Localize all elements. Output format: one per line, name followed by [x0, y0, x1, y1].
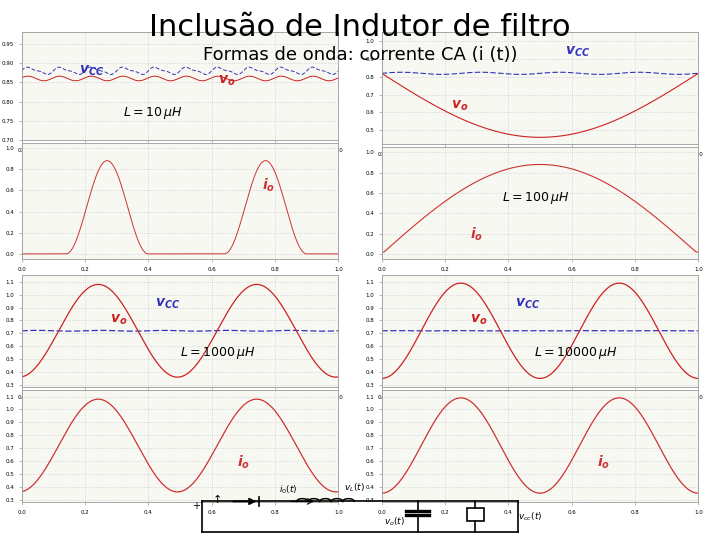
Text: $\bfit{v}_{CC}$: $\bfit{v}_{CC}$: [565, 45, 590, 59]
Text: $\bfit{v}_{CC}$: $\bfit{v}_{CC}$: [515, 297, 540, 311]
Text: $v_{cc}(t)$: $v_{cc}(t)$: [518, 511, 543, 523]
Text: $L=10000\,\mu H$: $L=10000\,\mu H$: [534, 345, 617, 361]
Text: $\bfit{v}_{CC}$: $\bfit{v}_{CC}$: [78, 63, 104, 78]
Text: $\bfit{i}_o$: $\bfit{i}_o$: [597, 454, 611, 471]
Text: $L=1000\,\mu H$: $L=1000\,\mu H$: [180, 345, 255, 361]
Text: +: +: [192, 501, 200, 511]
Text: $i_0(t)$: $i_0(t)$: [279, 483, 297, 496]
Text: $\bfit{v}_o$: $\bfit{v}_o$: [110, 313, 128, 327]
Text: $L=10\,\mu H$: $L=10\,\mu H$: [123, 105, 182, 122]
Text: $\bfit{v}_o$: $\bfit{v}_o$: [470, 313, 488, 327]
Text: $\bfit{i}_o$: $\bfit{i}_o$: [262, 176, 276, 194]
Text: $L=100\,\mu H$: $L=100\,\mu H$: [502, 190, 570, 206]
Text: Formas de onda: corrente CA (i (t)): Formas de onda: corrente CA (i (t)): [203, 46, 517, 64]
Text: $\bfit{v}_{CC}$: $\bfit{v}_{CC}$: [155, 297, 180, 311]
Text: $v_L(t)$: $v_L(t)$: [344, 481, 364, 494]
Text: $\bfit{i}_o$: $\bfit{i}_o$: [237, 454, 251, 471]
Bar: [467, 508, 484, 522]
Text: $\uparrow$: $\uparrow$: [210, 492, 222, 505]
Text: $\bfit{v}_o$: $\bfit{v}_o$: [218, 74, 235, 89]
Text: $\bfit{i}_o$: $\bfit{i}_o$: [470, 226, 484, 244]
Text: $\bfit{v}_o$: $\bfit{v}_o$: [451, 99, 469, 113]
Text: $v_o(t)$: $v_o(t)$: [384, 515, 405, 528]
Text: Inclusão de Indutor de filtro: Inclusão de Indutor de filtro: [149, 14, 571, 43]
